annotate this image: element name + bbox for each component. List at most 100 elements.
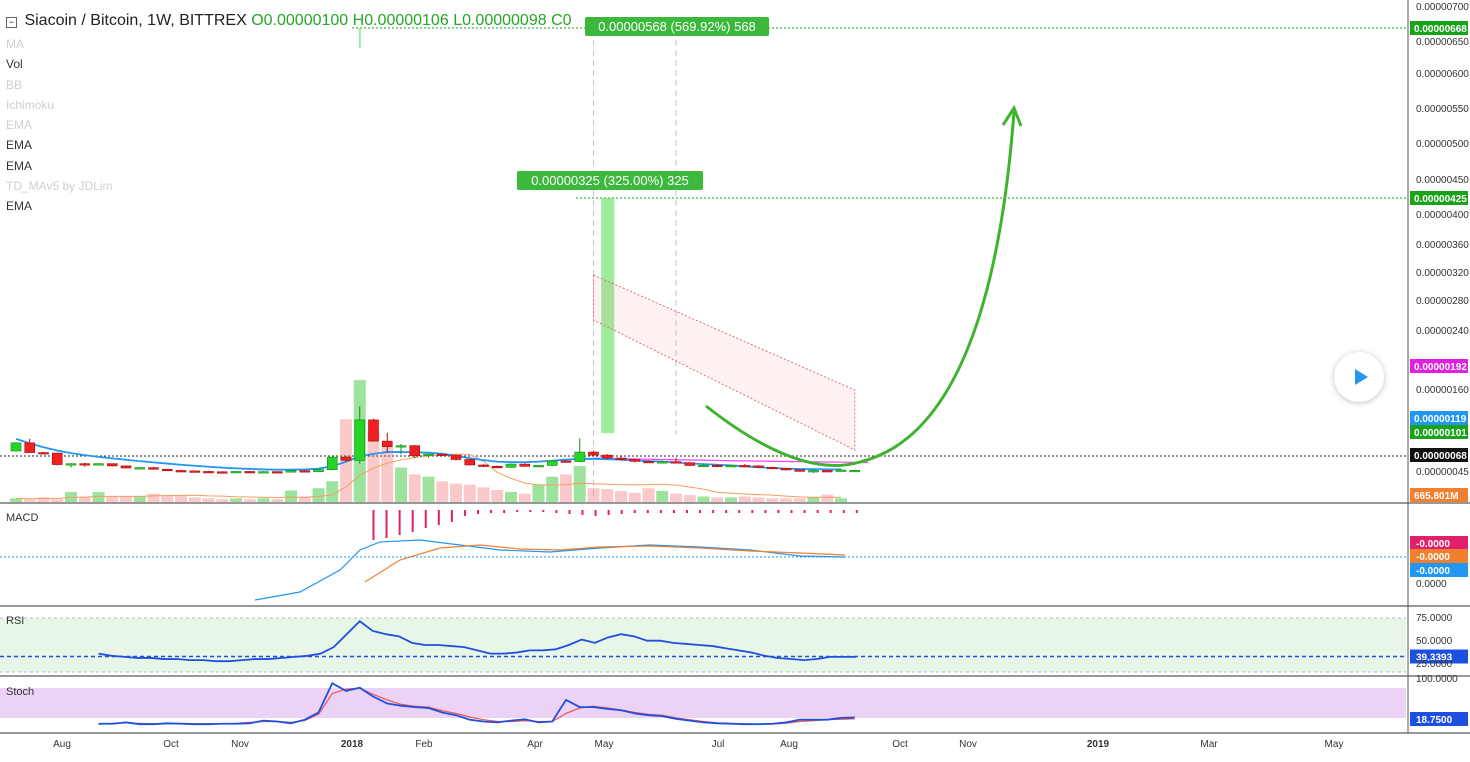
candle-body[interactable] [546, 460, 558, 466]
indicator-bb[interactable]: BB [6, 77, 23, 92]
candle-body[interactable] [161, 468, 173, 472]
macd-histogram-bar [633, 510, 636, 513]
volume-bar [752, 497, 765, 502]
candle-body[interactable] [423, 453, 434, 456]
candle-body[interactable] [835, 469, 847, 472]
candle-body[interactable] [753, 465, 764, 468]
candle-body[interactable] [395, 445, 407, 448]
indicator-ema-3[interactable]: EMA [6, 158, 33, 173]
candle-body[interactable] [739, 465, 751, 468]
candle-body[interactable] [175, 470, 187, 473]
indicator-vol[interactable]: Vol [6, 57, 23, 72]
play-button[interactable] [1334, 352, 1384, 402]
collapse-icon[interactable]: − [6, 17, 17, 28]
indicator-ichimoku[interactable]: Ichimoku [6, 97, 55, 112]
candle-body[interactable] [698, 464, 709, 468]
candle-body[interactable] [684, 462, 696, 466]
candle-body[interactable] [65, 463, 77, 466]
volume-bar [780, 498, 792, 502]
candle-body[interactable] [106, 463, 118, 467]
macd-histogram-bar [529, 510, 532, 512]
candle-body[interactable] [299, 470, 311, 473]
volume-bar [51, 499, 64, 502]
indicator-ma[interactable]: MA [6, 37, 24, 51]
candle-body[interactable] [368, 419, 379, 442]
candle-body[interactable] [38, 452, 49, 455]
candle-body[interactable] [588, 451, 599, 456]
candle-body[interactable] [230, 471, 242, 474]
candle-body[interactable] [615, 457, 627, 460]
candle-body[interactable] [574, 451, 586, 462]
volume-bar [133, 496, 146, 502]
candle-body[interactable] [285, 470, 297, 473]
candle-body[interactable] [560, 460, 572, 463]
candle-body[interactable] [189, 470, 201, 473]
candle-body[interactable] [601, 454, 613, 459]
candle-body[interactable] [409, 445, 421, 456]
candle-body[interactable] [10, 442, 22, 452]
candle-body[interactable] [491, 466, 503, 469]
candle-body[interactable] [450, 454, 462, 460]
candle-body[interactable] [849, 470, 861, 473]
macd-histogram-bar [738, 510, 741, 513]
open-value: O0.00000100 [251, 12, 349, 29]
x-tick-label: May [1325, 739, 1344, 750]
rsi-tick-label: 75.0000 [1416, 613, 1453, 624]
x-tick-label: Aug [780, 739, 798, 750]
candle-body[interactable] [464, 459, 476, 466]
candle-body[interactable] [794, 469, 806, 472]
candle-body[interactable] [24, 442, 36, 453]
candle-body[interactable] [203, 471, 214, 474]
x-tick-label: Feb [415, 739, 433, 750]
candle-body[interactable] [244, 471, 256, 474]
volume-bar [697, 496, 710, 502]
candle-body[interactable] [821, 470, 833, 473]
candle-body[interactable] [533, 465, 544, 468]
candle-body[interactable] [656, 461, 668, 464]
candle-body[interactable] [519, 463, 531, 467]
indicator-ema-2[interactable]: EMA [6, 138, 33, 153]
macd-histogram-bar [790, 510, 793, 513]
candle-body[interactable] [313, 469, 324, 473]
candle-body[interactable] [808, 470, 819, 473]
rsi-pane-label: RSI [6, 615, 25, 627]
candle-body[interactable] [670, 461, 682, 464]
macd-histogram-bar [581, 510, 584, 515]
candle-body[interactable] [381, 440, 393, 448]
candle-body[interactable] [79, 463, 91, 466]
candle-body[interactable] [93, 463, 104, 466]
volume-bar [120, 496, 132, 502]
candle-body[interactable] [780, 468, 792, 471]
chart-legend: − Siacoin / Bitcoin, 1W, BITTREX O0.0000… [6, 12, 572, 30]
candle-body[interactable] [148, 467, 159, 470]
candle-body[interactable] [51, 452, 63, 465]
candle-body[interactable] [436, 453, 448, 456]
volume-bar [271, 499, 284, 502]
macd-signal-line [364, 544, 846, 583]
candle-body[interactable] [505, 463, 517, 468]
candle-body[interactable] [340, 456, 352, 461]
macd-pane-label: MACD [6, 512, 39, 524]
indicator-ema-4[interactable]: EMA [6, 199, 33, 214]
candle-body[interactable] [478, 464, 489, 467]
candle-body[interactable] [354, 419, 366, 461]
volume-bar [92, 491, 105, 502]
indicator-ema-1[interactable]: EMA [6, 118, 33, 133]
candle-body[interactable] [725, 465, 737, 468]
candle-body[interactable] [120, 465, 132, 469]
candle-body[interactable] [629, 459, 641, 462]
candle-body[interactable] [216, 471, 228, 474]
candle-body[interactable] [271, 471, 283, 474]
candle-body[interactable] [766, 467, 778, 470]
candle-body[interactable] [643, 461, 654, 464]
candle-body[interactable] [711, 464, 723, 468]
candle-body[interactable] [326, 456, 338, 470]
macd-histogram-bar [620, 510, 623, 514]
macd-label-box [1410, 536, 1468, 550]
volume-bar [491, 490, 504, 502]
candle-body[interactable] [258, 471, 269, 474]
indicator-td-mav5[interactable]: TD_MAv5 by JDLim [6, 179, 113, 194]
candle-body[interactable] [134, 467, 146, 470]
